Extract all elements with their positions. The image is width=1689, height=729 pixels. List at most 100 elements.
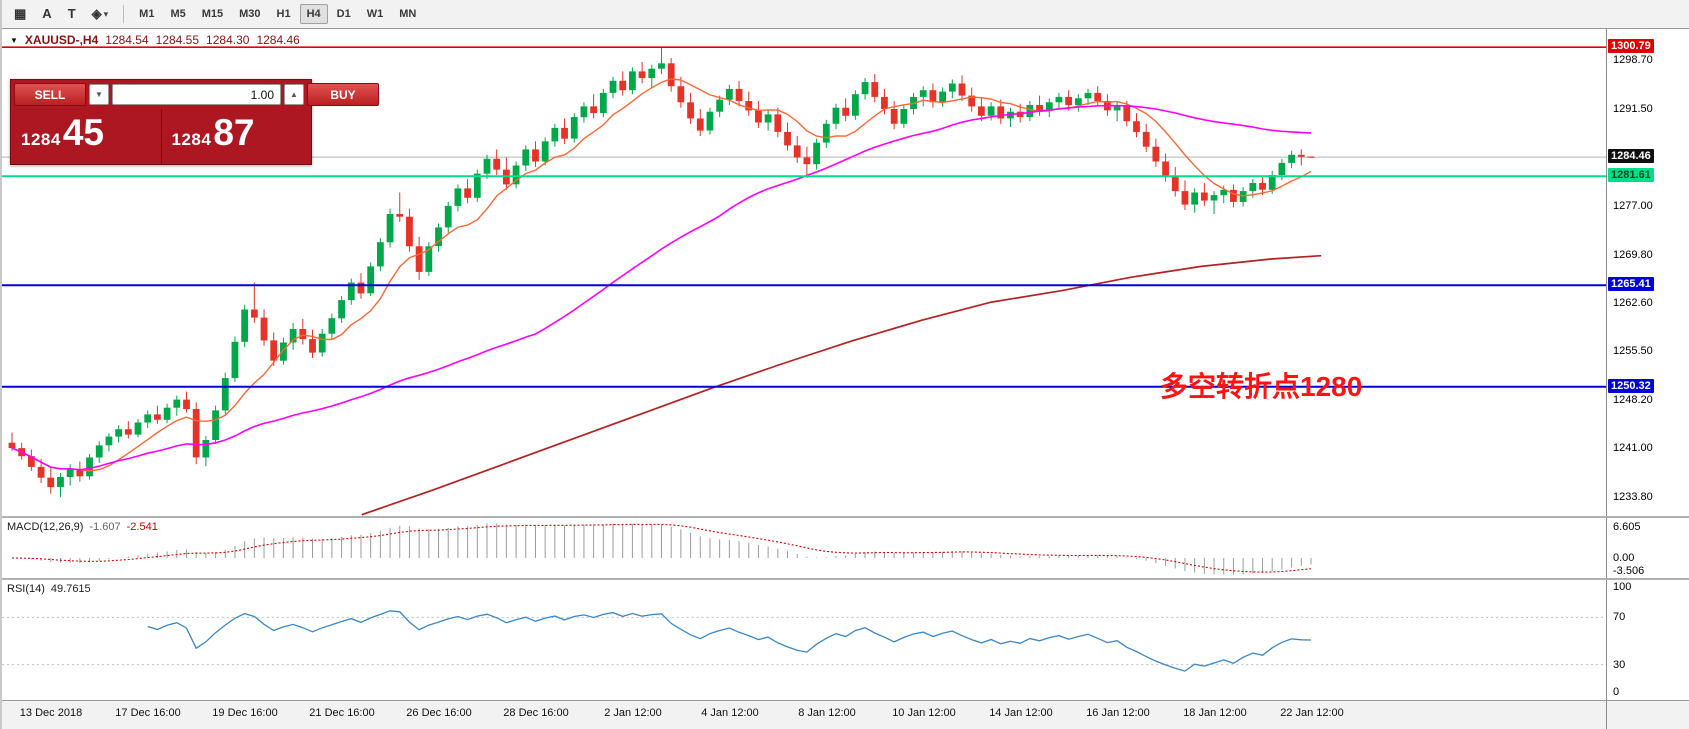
buy-price-panel[interactable]: 1284 87 xyxy=(162,109,312,164)
buy-price-big: 87 xyxy=(213,112,255,153)
symbol-info: ▼ XAUUSD-,H4 1284.54 1284.55 1284.30 128… xyxy=(10,33,300,47)
toolbar: ▦ A T ◈ ▾ M1 M5 M15 M30 H1 H4 D1 W1 MN xyxy=(2,0,1689,29)
rsi-chart xyxy=(2,610,1606,672)
chart-annotation: 多空转折点1280 xyxy=(1160,371,1363,402)
timeframe-group: M1 M5 M15 M30 H1 H4 D1 W1 MN xyxy=(131,4,424,24)
rsi-name: RSI(14) xyxy=(7,583,45,595)
shapes-tool-button[interactable]: ◈ ▾ xyxy=(85,4,116,24)
text-tool-icon: A xyxy=(42,6,52,21)
volume-input[interactable] xyxy=(112,84,281,105)
chart-tools-group: ▦ A T ◈ ▾ xyxy=(6,4,116,24)
time-label: 10 Jan 12:00 xyxy=(892,707,956,719)
price-tick: 1291.50 xyxy=(1613,103,1653,115)
macd-axis[interactable]: 6.605 0.00 -3.506 xyxy=(1606,518,1689,578)
macd-chart xyxy=(11,523,1312,575)
chevron-down-icon: ▾ xyxy=(103,8,109,19)
timeframe-m1-button[interactable]: M1 xyxy=(132,4,161,24)
time-label: 17 Dec 16:00 xyxy=(115,707,181,719)
timeframe-m15-button[interactable]: M15 xyxy=(195,4,230,24)
time-label: 8 Jan 12:00 xyxy=(798,707,856,719)
price-tick: 1269.80 xyxy=(1613,249,1653,261)
axis-corner xyxy=(1606,701,1689,729)
collapse-trade-panel-icon[interactable]: ▼ xyxy=(10,35,18,45)
volume-dropdown-button[interactable]: ▼ xyxy=(89,84,109,105)
macd-label: MACD(12,26,9) -1.607 -2.541 xyxy=(7,521,158,533)
time-labels: 13 Dec 2018 17 Dec 16:00 19 Dec 16:00 21 De… xyxy=(2,701,1606,729)
macd-panel: MACD(12,26,9) -1.607 -2.541 6.605 0.00 -3.… xyxy=(2,518,1689,578)
rsi-label: RSI(14) 49.7615 xyxy=(7,583,91,595)
high-value: 1284.55 xyxy=(155,33,200,47)
time-label: 19 Dec 16:00 xyxy=(212,707,278,719)
time-label: 26 Dec 16:00 xyxy=(406,707,472,719)
timeframe-h4-button[interactable]: H4 xyxy=(299,4,328,24)
symbol-name: XAUUSD-,H4 xyxy=(24,33,99,47)
time-label: 13 Dec 2018 xyxy=(19,707,83,719)
price-tick: 1277.00 xyxy=(1613,200,1653,212)
macd-signal-value: -2.541 xyxy=(126,521,158,533)
rsi-axis[interactable]: 100 70 30 0 xyxy=(1606,580,1689,700)
price-tick: 1248.20 xyxy=(1613,394,1653,406)
timeframe-m30-button[interactable]: M30 xyxy=(232,4,267,24)
price-tick: 1262.60 xyxy=(1613,297,1653,309)
sell-price-big: 45 xyxy=(62,112,104,153)
time-label: 28 Dec 16:00 xyxy=(503,707,569,719)
panel-splitter[interactable] xyxy=(2,578,1689,580)
rsi-tick: 0 xyxy=(1613,686,1620,698)
price-tag: 1281.61 xyxy=(1608,168,1654,182)
price-tick: 1241.00 xyxy=(1613,442,1653,454)
rsi-value: 49.7615 xyxy=(50,583,91,595)
buy-price-small: 1284 xyxy=(171,130,212,149)
time-label: 21 Dec 16:00 xyxy=(309,707,375,719)
price-divider xyxy=(160,109,162,164)
toolbar-separator xyxy=(123,5,125,23)
text-tool-button[interactable]: A xyxy=(35,4,58,24)
macd-name: MACD(12,26,9) xyxy=(7,521,84,533)
shapes-tool-icon: ◈ xyxy=(91,6,102,21)
timeframe-w1-button[interactable]: W1 xyxy=(360,4,391,24)
chevron-up-icon: ▲ xyxy=(290,90,298,99)
volume-up-button[interactable]: ▲ xyxy=(284,84,304,105)
close-value: 1284.46 xyxy=(256,33,300,47)
timeframe-h1-button[interactable]: H1 xyxy=(270,4,298,24)
sell-button[interactable]: SELL xyxy=(14,83,86,106)
buy-button[interactable]: BUY xyxy=(307,83,379,106)
rsi-panel: RSI(14) 49.7615 100 70 30 0 xyxy=(2,580,1689,700)
time-axis[interactable]: 13 Dec 2018 17 Dec 16:00 19 Dec 16:00 21 De… xyxy=(2,700,1689,729)
rsi-tick: 30 xyxy=(1613,659,1626,671)
main-chart-plot[interactable]: ▼ XAUUSD-,H4 1284.54 1284.55 1284.30 128… xyxy=(2,29,1606,516)
timeframe-mn-button[interactable]: MN xyxy=(392,4,423,24)
rsi-tick: 70 xyxy=(1613,611,1626,623)
time-label: 2 Jan 12:00 xyxy=(604,707,662,719)
open-value: 1284.54 xyxy=(105,33,149,47)
rsi-tick: 100 xyxy=(1613,581,1632,593)
macd-tick: 0.00 xyxy=(1613,552,1635,564)
price-tick: 1233.80 xyxy=(1613,491,1653,503)
sell-price-small: 1284 xyxy=(21,130,61,149)
price-tag: 1250.32 xyxy=(1608,379,1654,393)
price-tick: 1255.50 xyxy=(1613,345,1653,357)
main-chart-panel: ▼ XAUUSD-,H4 1284.54 1284.55 1284.30 128… xyxy=(2,29,1689,516)
trade-prices-row: 1284 45 1284 87 xyxy=(11,109,311,164)
text-label-tool-button[interactable]: T xyxy=(61,4,83,24)
price-tag: 1284.46 xyxy=(1608,149,1654,163)
panel-splitter[interactable] xyxy=(2,516,1689,518)
trade-controls-row: SELL ▼ ▲ BUY xyxy=(11,80,379,109)
grid-tool-icon: ▦ xyxy=(14,6,27,21)
time-label: 14 Jan 12:00 xyxy=(989,707,1053,719)
macd-tick: -3.506 xyxy=(1613,565,1645,577)
price-tag: 1265.41 xyxy=(1608,277,1654,291)
macd-plot[interactable]: MACD(12,26,9) -1.607 -2.541 xyxy=(2,518,1606,578)
macd-main-value: -1.607 xyxy=(89,521,121,533)
timeframe-m5-button[interactable]: M5 xyxy=(163,4,192,24)
sell-price-panel[interactable]: 1284 45 xyxy=(11,109,161,164)
timeframe-d1-button[interactable]: D1 xyxy=(330,4,358,24)
candlestick-chart xyxy=(2,46,1606,516)
grid-tool-button[interactable]: ▦ xyxy=(7,4,33,24)
time-label: 16 Jan 12:00 xyxy=(1086,707,1150,719)
price-tick: 1298.70 xyxy=(1613,54,1653,66)
rsi-plot[interactable]: RSI(14) 49.7615 xyxy=(2,580,1606,700)
time-label: 22 Jan 12:00 xyxy=(1280,707,1344,719)
low-value: 1284.30 xyxy=(206,33,250,47)
price-axis[interactable]: 1298.70 1291.50 1277.00 1269.80 1262.60 1255.… xyxy=(1606,29,1689,516)
